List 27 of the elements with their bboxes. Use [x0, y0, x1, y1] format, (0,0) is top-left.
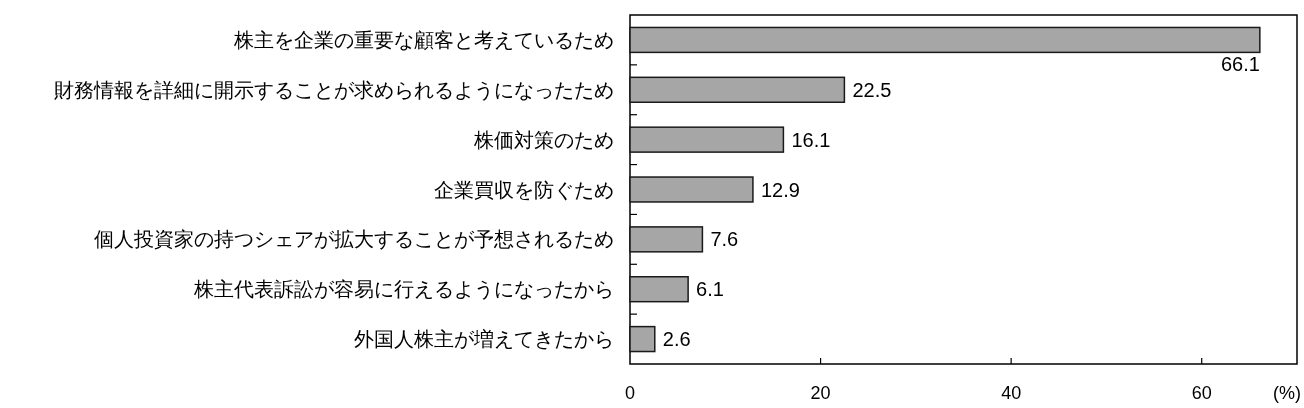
y-tick-label: 株主を企業の重要な顧客と考えているため [233, 28, 614, 51]
x-tick-label: 40 [1001, 383, 1022, 403]
y-tick-label: 企業買収を防ぐため [434, 178, 614, 201]
bar [629, 325, 656, 353]
y-tick-label: 株主代表訴訟が容易に行えるようになったから [193, 278, 614, 301]
bar [629, 276, 689, 303]
y-tick-label: 財務情報を詳細に開示することが求められるようになったため [54, 78, 614, 101]
y-tick-label: 個人投資家の持つシェアが拡大することが予想されるため [94, 228, 614, 251]
x-tick-label: 60 [1191, 383, 1212, 403]
x-tick-label: 20 [810, 383, 831, 403]
y-tick-label: 外国人株主が増えてきたから [354, 328, 614, 351]
data-label: 7.6 [710, 228, 739, 251]
x-axis-title: (%) [1273, 383, 1301, 403]
data-label: 16.1 [791, 128, 831, 151]
data-label: 6.1 [696, 278, 724, 301]
y-tick-label: 株価対策のため [473, 128, 614, 151]
data-label: 12.9 [760, 178, 800, 201]
bar [629, 126, 785, 153]
plot: 0 20 40 60 (%) 株主を企業の重要な顧客と考えているため 66.1 財務情報を詳細に開示することが求められるようになったため 22.5 株価対策のため 16.1 企業買収を防ぐため 12.9 個人投資家の持つシェアが拡大することが予想されるため 7.6 株主代表訴訟が容易に行えるようになったから 6.1 外国人株主が増えてきたから 2.6 [54, 14, 1301, 403]
data-label: 66.1 [1220, 53, 1260, 76]
bar [629, 26, 1261, 54]
x-tick-label: 0 [624, 383, 636, 403]
bar [629, 226, 704, 253]
bar [629, 176, 754, 203]
bar [629, 76, 846, 103]
data-label: 2.6 [662, 328, 691, 351]
data-label: 22.5 [852, 78, 892, 101]
